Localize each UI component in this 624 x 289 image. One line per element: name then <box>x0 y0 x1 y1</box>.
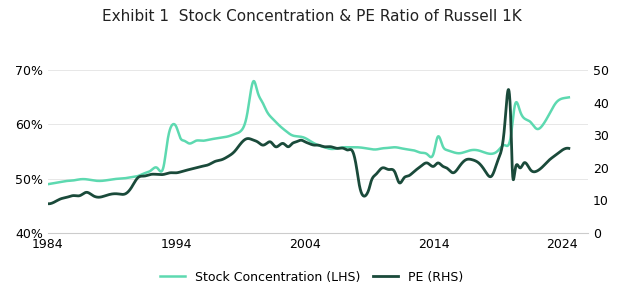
PE (RHS) <box>135 175 142 179</box>
Stock Concentration (LHS) <box>499 144 507 147</box>
Stock Concentration (LHS) <box>250 79 258 83</box>
Stock Concentration (LHS) <box>266 115 274 118</box>
PE (RHS) <box>244 137 251 140</box>
PE (RHS) <box>555 151 563 154</box>
Line: PE (RHS): PE (RHS) <box>48 90 569 204</box>
PE (RHS) <box>505 88 512 91</box>
Legend: Stock Concentration (LHS), PE (RHS): Stock Concentration (LHS), PE (RHS) <box>155 266 469 288</box>
PE (RHS) <box>44 202 52 205</box>
Stock Concentration (LHS) <box>134 174 142 178</box>
Stock Concentration (LHS) <box>565 96 573 99</box>
PE (RHS) <box>45 202 52 205</box>
Stock Concentration (LHS) <box>244 110 251 113</box>
PE (RHS) <box>104 193 111 197</box>
Text: Exhibit 1  Stock Concentration & PE Ratio of Russell 1K: Exhibit 1 Stock Concentration & PE Ratio… <box>102 9 522 24</box>
Stock Concentration (LHS) <box>44 182 52 186</box>
Stock Concentration (LHS) <box>555 98 562 102</box>
Line: Stock Concentration (LHS): Stock Concentration (LHS) <box>48 81 569 184</box>
PE (RHS) <box>499 142 507 145</box>
PE (RHS) <box>266 140 274 144</box>
PE (RHS) <box>565 147 573 150</box>
Stock Concentration (LHS) <box>104 178 111 182</box>
